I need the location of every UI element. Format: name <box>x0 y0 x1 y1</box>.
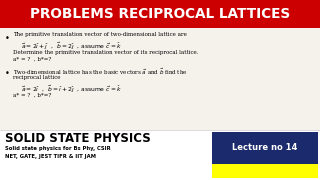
Bar <box>0 0 320 28</box>
Text: PROBLEMS RECIPROCAL LATTICES: PROBLEMS RECIPROCAL LATTICES <box>30 7 290 21</box>
Bar <box>212 164 318 178</box>
Text: •: • <box>5 34 10 43</box>
Text: $\vec{a} = 2\hat{\imath}$  ,  $\vec{b} = \hat{\imath} + 2\hat{\jmath}$  , assume: $\vec{a} = 2\hat{\imath}$ , $\vec{b} = \… <box>21 84 122 95</box>
Text: Solid state physics for Bs Phy, CSIR: Solid state physics for Bs Phy, CSIR <box>5 146 111 151</box>
Text: a* = ?  , b*=?: a* = ? , b*=? <box>13 57 52 62</box>
Text: The primitive translation vector of two-dimensional lattice are: The primitive translation vector of two-… <box>13 32 187 37</box>
Text: SOLID STATE PHYSICS: SOLID STATE PHYSICS <box>5 132 151 145</box>
Bar <box>0 130 320 180</box>
Text: Determine the primitive translation vector of its reciprocal lattice.: Determine the primitive translation vect… <box>13 50 198 55</box>
Bar <box>0 28 320 145</box>
Text: a* = ?  , b*=?: a* = ? , b*=? <box>13 93 52 98</box>
Bar <box>212 132 318 178</box>
Text: reciprocal lattice: reciprocal lattice <box>13 75 60 80</box>
Text: $\vec{a} = 2\hat{\imath}+\hat{\jmath}$  ,  $\vec{b} = 2\hat{\jmath}$  , assume $: $\vec{a} = 2\hat{\imath}+\hat{\jmath}$ ,… <box>21 41 122 52</box>
Text: Two-dimensional lattice has the basic vectors $\vec{a}$ and $\vec{b}$ find the: Two-dimensional lattice has the basic ve… <box>13 67 188 77</box>
Text: NET, GATE, JEST TIFR & IIT JAM: NET, GATE, JEST TIFR & IIT JAM <box>5 154 96 159</box>
Text: Lecture no 14: Lecture no 14 <box>232 143 298 152</box>
Text: •: • <box>5 69 10 78</box>
